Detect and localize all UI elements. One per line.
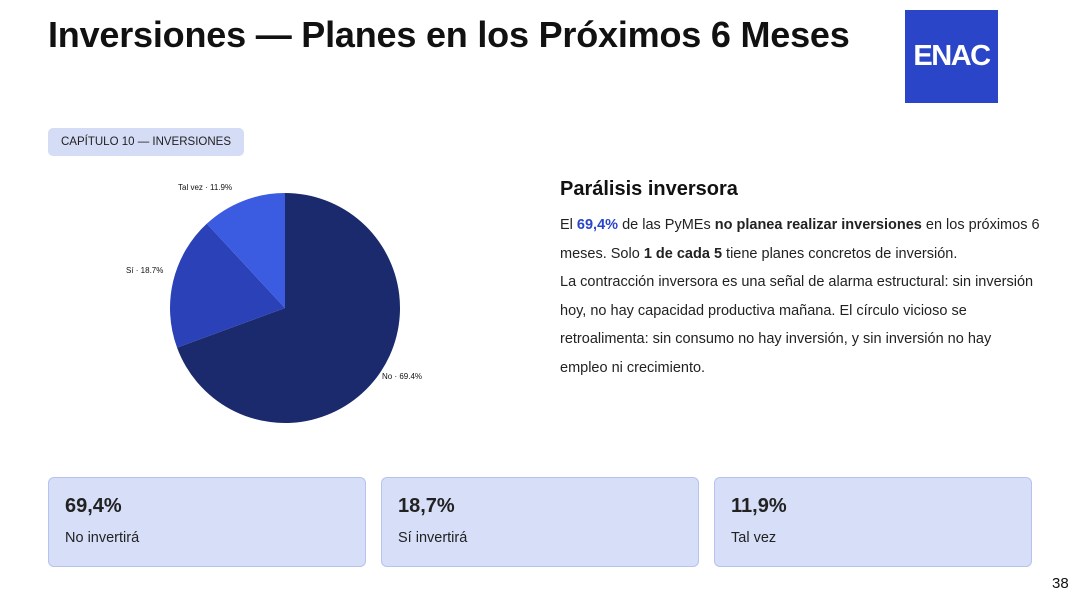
pie-label-si: Sí · 18.7% [126, 266, 163, 275]
pie-label-tal-vez: Tal vez · 11.9% [178, 183, 232, 192]
stat-card-si: 18,7% Sí invertirá [381, 477, 699, 567]
p1-end: tiene planes concretos de inversión. [722, 245, 958, 262]
p1-bold2: 1 de cada 5 [643, 245, 723, 262]
panel-paragraph-1: El 69,4% de las PyMEs no planea realizar… [560, 211, 1040, 268]
p1-post: en los próximos 6 meses. Solo [560, 217, 1040, 262]
pie-slice-no [177, 193, 401, 423]
analysis-panel: Parálisis inversora El 69,4% de las PyME… [560, 178, 1040, 382]
stat-card-label: Tal vez [731, 530, 777, 546]
pie-label-no: No · 69.4% [382, 372, 422, 381]
p1-pre: El [560, 217, 577, 233]
stat-card-label: No invertirá [65, 530, 140, 546]
stat-card-value: 69,4% [65, 495, 122, 517]
enac-logo: ENAC [905, 10, 998, 103]
panel-heading: Parálisis inversora [560, 178, 738, 200]
logo-text: ENAC [913, 40, 991, 72]
p1-mid: de las PyMEs [618, 217, 715, 233]
stat-card-label: Sí invertirá [398, 530, 468, 546]
stat-card-tal-vez: 11,9% Tal vez [714, 477, 1032, 567]
pie-chart: No · 69.4% Sí · 18.7% Tal vez · 11.9% [126, 183, 422, 423]
stat-card-no: 69,4% No invertirá [48, 477, 366, 567]
p1-bold: no planea realizar inversiones [714, 217, 922, 233]
pie-slice-si [170, 223, 285, 348]
chapter-badge: CAPÍTULO 10 — INVERSIONES [48, 128, 244, 156]
pie-slice-tal-vez [206, 193, 285, 308]
page-number: 38 [1052, 575, 1069, 592]
stat-card-value: 18,7% [398, 495, 455, 517]
page-title: Inversiones — Planes en los Próximos 6 M… [48, 14, 850, 55]
stat-card-value: 11,9% [731, 495, 787, 517]
panel-paragraph-2: La contracción inversora es una señal de… [560, 274, 1034, 376]
p1-stat: 69,4% [576, 217, 619, 233]
